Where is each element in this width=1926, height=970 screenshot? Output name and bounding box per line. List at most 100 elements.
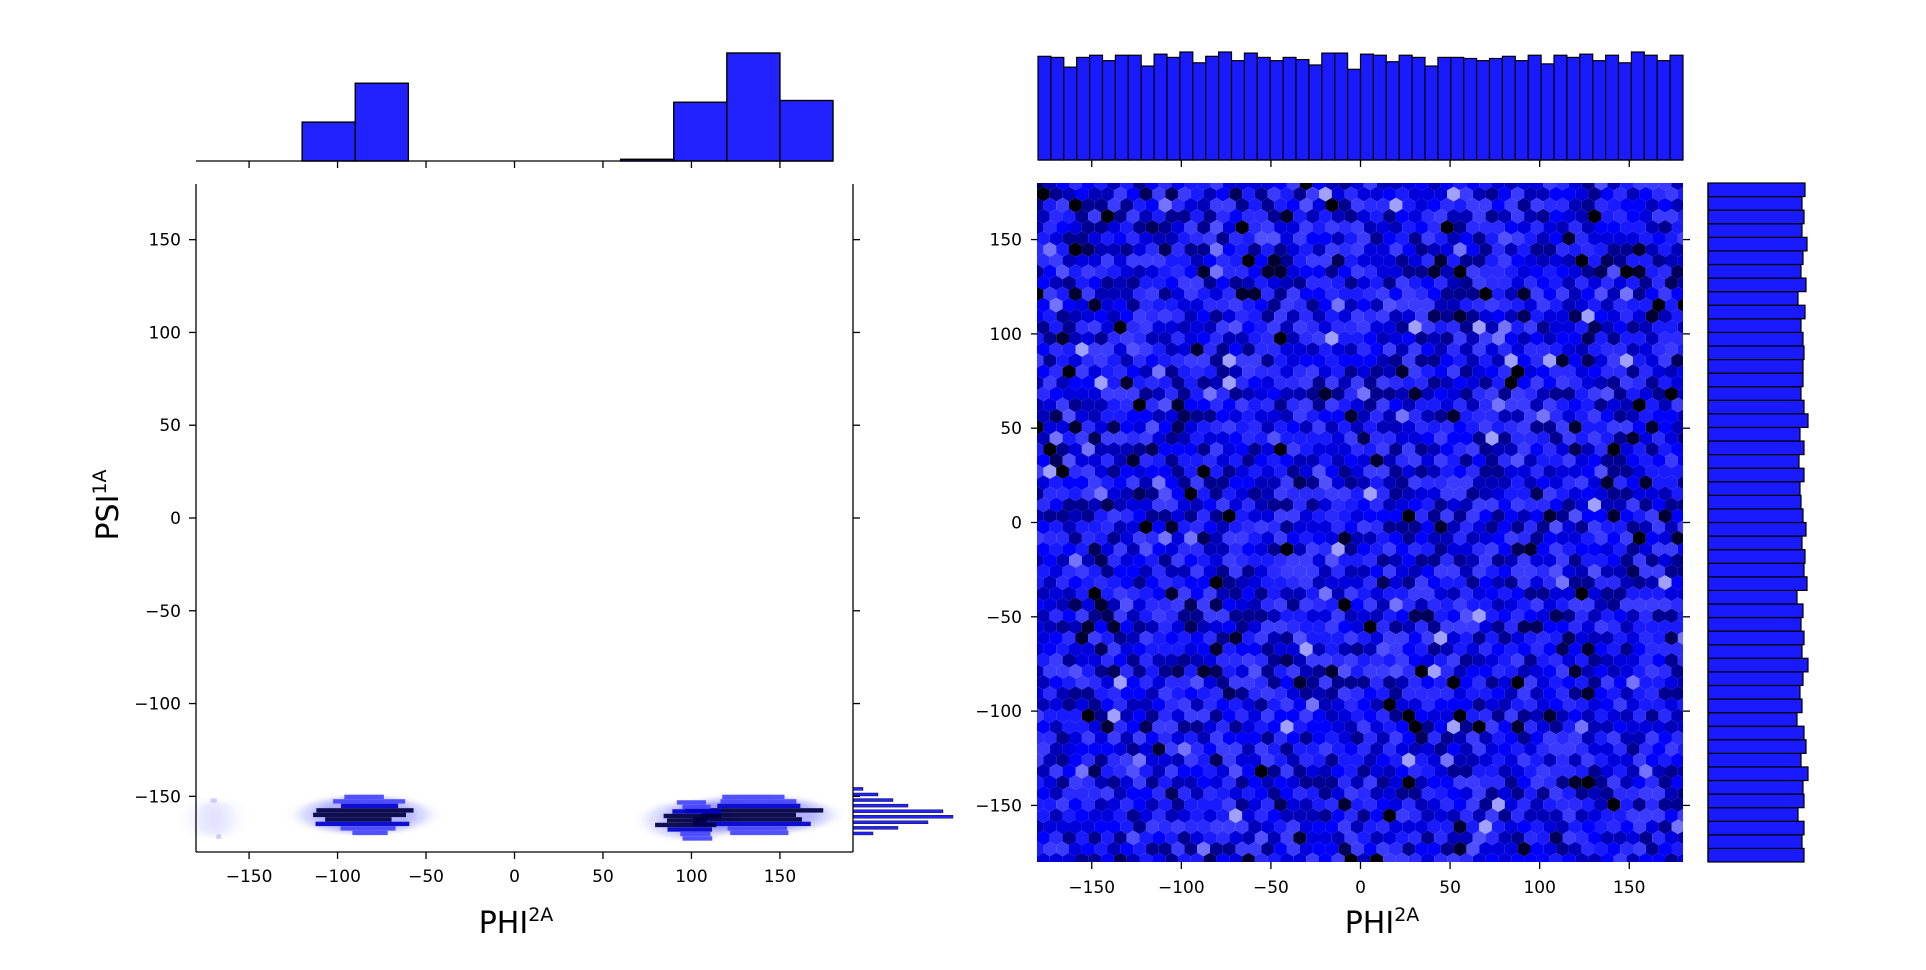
right-hexbin-cell bbox=[1357, 697, 1371, 713]
right-hexbin-cell bbox=[1267, 186, 1281, 202]
right-hexbin-cell bbox=[1639, 342, 1653, 357]
right-hexbin-cell bbox=[1549, 208, 1563, 224]
right-hexbin-cell bbox=[1549, 342, 1563, 357]
right-hexbin-cell bbox=[1671, 486, 1683, 502]
right-hexbin-cell bbox=[1511, 497, 1525, 513]
right-hexbin-cell bbox=[1319, 564, 1332, 579]
right-hexbin-cell bbox=[1133, 597, 1146, 613]
right-hexbin-cell bbox=[1536, 630, 1550, 646]
right-hexbin-cell bbox=[1556, 819, 1569, 835]
right-hexbin-cell bbox=[1101, 786, 1114, 801]
right-hexbin-cell bbox=[1543, 419, 1557, 435]
right-hexbin-cell bbox=[1562, 564, 1576, 579]
right-hexbin-cell bbox=[1293, 652, 1307, 668]
right-hexbin-cell bbox=[1626, 697, 1640, 713]
right-hexbin-cell bbox=[1677, 853, 1683, 862]
right-hexbin-cell bbox=[1556, 375, 1569, 391]
right-hexbin-cell bbox=[1588, 675, 1601, 690]
right-hexbin-cell bbox=[1101, 231, 1114, 246]
left-y-tick-label: −100 bbox=[134, 695, 181, 715]
right-marginal-y-bar bbox=[1707, 223, 1803, 238]
right-hexbin-cell bbox=[1203, 497, 1217, 513]
right-hexbin-cell bbox=[1492, 464, 1505, 479]
right-hexbin-cell bbox=[1440, 464, 1454, 479]
right-hexbin-cell bbox=[1094, 686, 1108, 701]
right-hexbin-cell bbox=[1594, 286, 1608, 302]
right-hexbin-cell bbox=[1402, 464, 1416, 479]
right-hexbin-cell bbox=[1280, 408, 1294, 424]
right-hexbin-cell bbox=[1319, 364, 1332, 380]
right-hexbin-cell bbox=[1190, 342, 1204, 357]
right-hexbin-cell bbox=[1331, 253, 1345, 269]
right-hexbin-cell bbox=[1447, 253, 1460, 269]
right-hexbin-cell bbox=[1210, 575, 1223, 590]
right-hexbin-cell bbox=[1325, 508, 1339, 524]
right-hexbin-cell bbox=[1197, 331, 1210, 346]
right-hexbin-cell bbox=[1267, 497, 1281, 513]
right-hexbin-cell bbox=[1472, 763, 1486, 779]
right-hexbin-cell bbox=[1633, 264, 1646, 280]
right-hexbin-cell bbox=[1254, 408, 1268, 424]
right-hexbin-cell bbox=[1319, 519, 1332, 535]
right-marginal-y-bar bbox=[1707, 589, 1798, 605]
right-hexbin-cell bbox=[1165, 630, 1178, 646]
right-hexbin-cell bbox=[1549, 652, 1563, 668]
right-hexbin-cell bbox=[1056, 375, 1069, 391]
right-hexbin-cell bbox=[1286, 530, 1300, 546]
right-hexbin-cell bbox=[1133, 486, 1146, 502]
right-hexbin-cell bbox=[1248, 375, 1262, 391]
right-hexbin-cell bbox=[1645, 308, 1659, 324]
right-hexbin-cell bbox=[1357, 763, 1371, 779]
right-hexbin-cell bbox=[1434, 386, 1448, 402]
right-hexbin-cell bbox=[1530, 775, 1544, 790]
right-hexbin-cell bbox=[1171, 597, 1185, 613]
right-marginal-y-bar bbox=[1707, 291, 1799, 306]
right-marginal-x-bar bbox=[1230, 60, 1245, 161]
left-x-tick-label: 100 bbox=[675, 867, 707, 887]
right-hexbin-cell bbox=[1626, 453, 1640, 468]
right-hexbin-cell bbox=[1466, 442, 1480, 457]
right-hexbin-cell bbox=[1037, 220, 1044, 235]
right-hexbin-cell bbox=[1222, 619, 1236, 635]
right-hexbin-cell bbox=[1338, 664, 1351, 679]
right-hexbin-cell bbox=[1556, 553, 1569, 568]
right-hexbin-cell bbox=[1665, 830, 1678, 846]
right-hexbin-cell bbox=[1440, 664, 1454, 679]
right-hexbin-cell bbox=[1254, 719, 1268, 735]
right-hexbin-cell bbox=[1504, 664, 1518, 679]
right-hexbin-cell bbox=[1479, 797, 1492, 812]
right-hexbin-cell bbox=[1530, 183, 1544, 191]
right-hexbin-cell bbox=[1447, 586, 1460, 602]
right-hexbin-cell bbox=[1293, 675, 1307, 690]
right-hexbin-cell bbox=[1536, 741, 1550, 757]
right-hexbin-cell bbox=[1466, 730, 1480, 746]
right-hexbin-cell bbox=[1543, 775, 1557, 790]
right-marginal-y-bar bbox=[1707, 630, 1805, 646]
right-hexbin-cell bbox=[1633, 708, 1646, 724]
right-hexbin-cell bbox=[1107, 575, 1121, 590]
right-hexbin-cell bbox=[1229, 453, 1243, 468]
right-hexbin-cell bbox=[1184, 619, 1198, 635]
right-hexbin-cell bbox=[1658, 575, 1672, 590]
right-hexbin-cell bbox=[1139, 697, 1153, 713]
right-hexbin-cell bbox=[1331, 475, 1345, 491]
right-hexbin-cell bbox=[1325, 597, 1339, 613]
right-hexbin-cell bbox=[1094, 264, 1108, 280]
right-hexbin-cell bbox=[1581, 641, 1595, 657]
right-hexbin-cell bbox=[1267, 675, 1281, 690]
right-hexbin-cell bbox=[1261, 242, 1275, 257]
right-hexbin-cell bbox=[1594, 183, 1608, 191]
right-hexbin-cell bbox=[1665, 231, 1678, 246]
right-hexbin-cell bbox=[1466, 286, 1480, 302]
right-hexbin-cell bbox=[1286, 641, 1300, 657]
right-hexbin-cell bbox=[1524, 231, 1537, 246]
right-marginal-y-bar bbox=[1707, 549, 1806, 564]
right-hexbin-cell bbox=[1652, 541, 1665, 557]
right-hexbin-cell bbox=[1190, 763, 1204, 779]
right-hexbin-cell bbox=[1568, 197, 1582, 213]
right-hexbin-cell bbox=[1357, 586, 1371, 602]
right-hexbin-cell bbox=[1363, 730, 1377, 746]
right-hexbin-cell bbox=[1594, 242, 1608, 257]
right-hexbin-cell bbox=[1440, 775, 1454, 790]
